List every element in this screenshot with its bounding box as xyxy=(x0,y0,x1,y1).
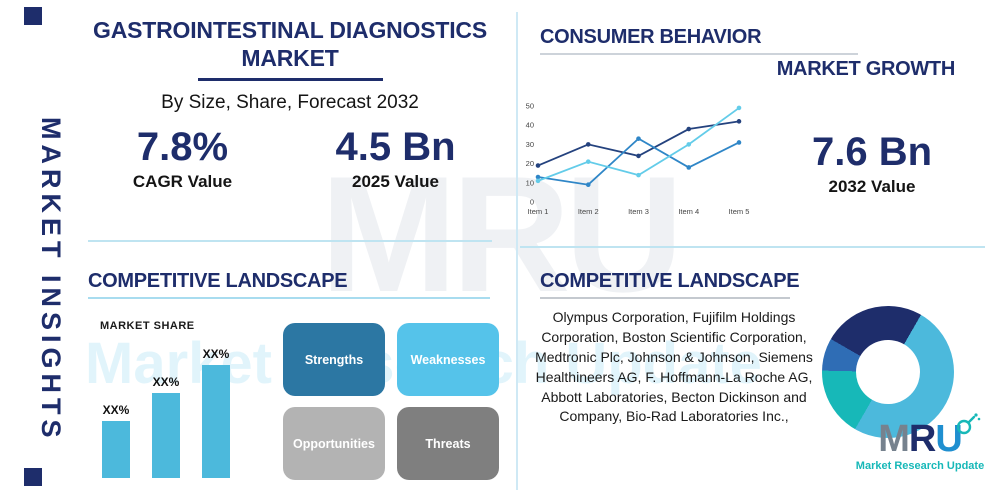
heading-competitive-landscape-right: COMPETITIVE LANDSCAPE xyxy=(540,270,800,292)
market-share-bar-chart: XX% XX% XX% xyxy=(102,335,262,478)
divider-vertical xyxy=(516,12,518,490)
cagr-value: 7.8% xyxy=(136,125,229,169)
page-title-line1: GASTROINTESTINAL DIAGNOSTICS xyxy=(93,17,487,43)
svg-text:30: 30 xyxy=(526,140,534,149)
sidebar-label: MARKET INSIGHTS xyxy=(36,117,66,443)
underline-competitive-landscape-right xyxy=(540,297,790,299)
svg-text:20: 20 xyxy=(526,159,534,168)
bar-value-label: XX% xyxy=(202,347,230,361)
svg-text:Item 5: Item 5 xyxy=(729,207,750,216)
value-2032: 7.6 Bn xyxy=(811,130,933,174)
svg-text:Item 4: Item 4 xyxy=(678,207,699,216)
label-2032: 2032 Value xyxy=(828,177,916,196)
magnifier-icon xyxy=(956,413,981,435)
bar-value-label: XX% xyxy=(152,375,180,389)
underline-consumer-behavior xyxy=(540,53,858,55)
market-share-donut-chart xyxy=(822,306,954,438)
svg-text:0: 0 xyxy=(530,198,534,207)
heading-consumer-behavior: CONSUMER BEHAVIOR xyxy=(540,26,762,48)
swot-cell-weaknesses: Weaknesses xyxy=(397,323,499,396)
mru-logo: MRU Market Research Update xyxy=(845,413,995,472)
bar: XX% xyxy=(102,403,130,478)
market-growth-line-chart: 0 10 20 30 40 50 Item 1 Item 2 Item 3 Item 4 Item … xyxy=(518,100,753,218)
page-subtitle: By Size, Share, Forecast 2032 xyxy=(161,92,419,113)
svg-text:50: 50 xyxy=(526,102,534,111)
watermark-mru: MRU xyxy=(320,142,684,326)
swot-cell-opportunities: Opportunities xyxy=(283,407,385,480)
svg-text:Item 1: Item 1 xyxy=(528,207,549,216)
divider-right xyxy=(520,246,985,248)
svg-text:10: 10 xyxy=(526,178,534,187)
swot-grid: Strengths Weaknesses Opportunities Threa… xyxy=(283,323,499,480)
stat-2032: 7.6 Bn 2032 Value xyxy=(787,130,957,197)
market-share-label: MARKET SHARE xyxy=(100,320,195,332)
value-2025: 4.5 Bn xyxy=(335,125,456,169)
logo-letter-r: R xyxy=(908,418,936,460)
swot-cell-strengths: Strengths xyxy=(283,323,385,396)
sidebar-square-bottom xyxy=(24,468,42,486)
svg-text:Item 2: Item 2 xyxy=(578,207,599,216)
svg-text:40: 40 xyxy=(526,121,534,130)
bar: XX% xyxy=(152,375,180,478)
swot-cell-threats: Threats xyxy=(397,407,499,480)
divider-left xyxy=(88,240,492,242)
heading-market-growth: MARKET GROWTH xyxy=(776,58,956,80)
label-2025: 2025 Value xyxy=(352,172,439,191)
page-title-line2: MARKET xyxy=(241,45,339,72)
page-title: GASTROINTESTINAL DIAGNOSTICS MARKET xyxy=(80,16,500,72)
bar-value-label: XX% xyxy=(102,403,130,417)
logo-letter-m: M xyxy=(878,418,910,460)
companies-text: Olympus Corporation, Fujifilm Holdings C… xyxy=(535,309,813,425)
donut-hole xyxy=(856,340,920,404)
logo-letters: MRU xyxy=(845,413,995,460)
cagr-label: CAGR Value xyxy=(132,172,233,191)
logo-tagline: Market Research Update xyxy=(855,460,985,472)
stat-2025: 4.5 Bn 2025 Value xyxy=(308,125,483,192)
sidebar-square-top xyxy=(24,7,42,25)
svg-text:Item 3: Item 3 xyxy=(628,207,649,216)
heading-competitive-landscape-left: COMPETITIVE LANDSCAPE xyxy=(88,270,348,292)
underline-competitive-landscape-left xyxy=(88,297,490,299)
title-underline xyxy=(198,78,383,81)
bar: XX% xyxy=(202,347,230,478)
stat-cagr: 7.8% CAGR Value xyxy=(95,125,270,192)
